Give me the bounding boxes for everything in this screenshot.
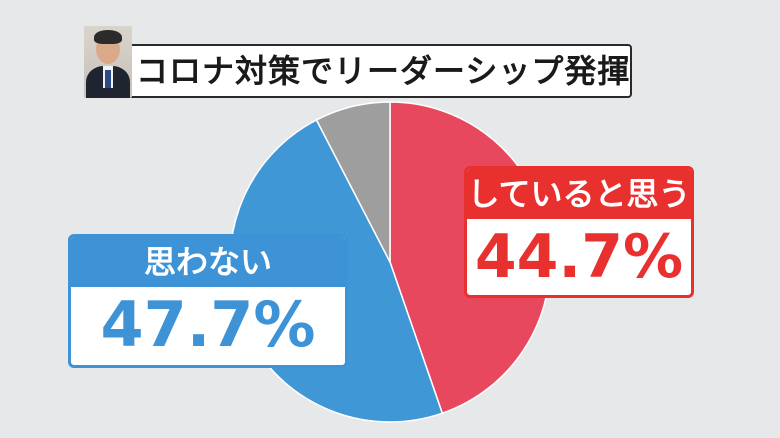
- slice-label-no: 思わない: [71, 237, 345, 287]
- photo-hair: [94, 30, 122, 44]
- callout-yes: していると思う 44.7%: [464, 166, 694, 298]
- slice-value-yes: 44.7%: [474, 222, 684, 292]
- slice-label-yes: していると思う: [467, 169, 691, 219]
- title-box: [84, 44, 632, 98]
- callout-no: 思わない 47.7%: [68, 234, 348, 368]
- slice-value-no: 47.7%: [100, 288, 316, 361]
- person-photo: [84, 26, 132, 98]
- chart-title: コロナ対策でリーダーシップ発揮: [136, 52, 631, 90]
- pie-slice-other: [315, 101, 391, 263]
- photo-tie: [105, 70, 111, 88]
